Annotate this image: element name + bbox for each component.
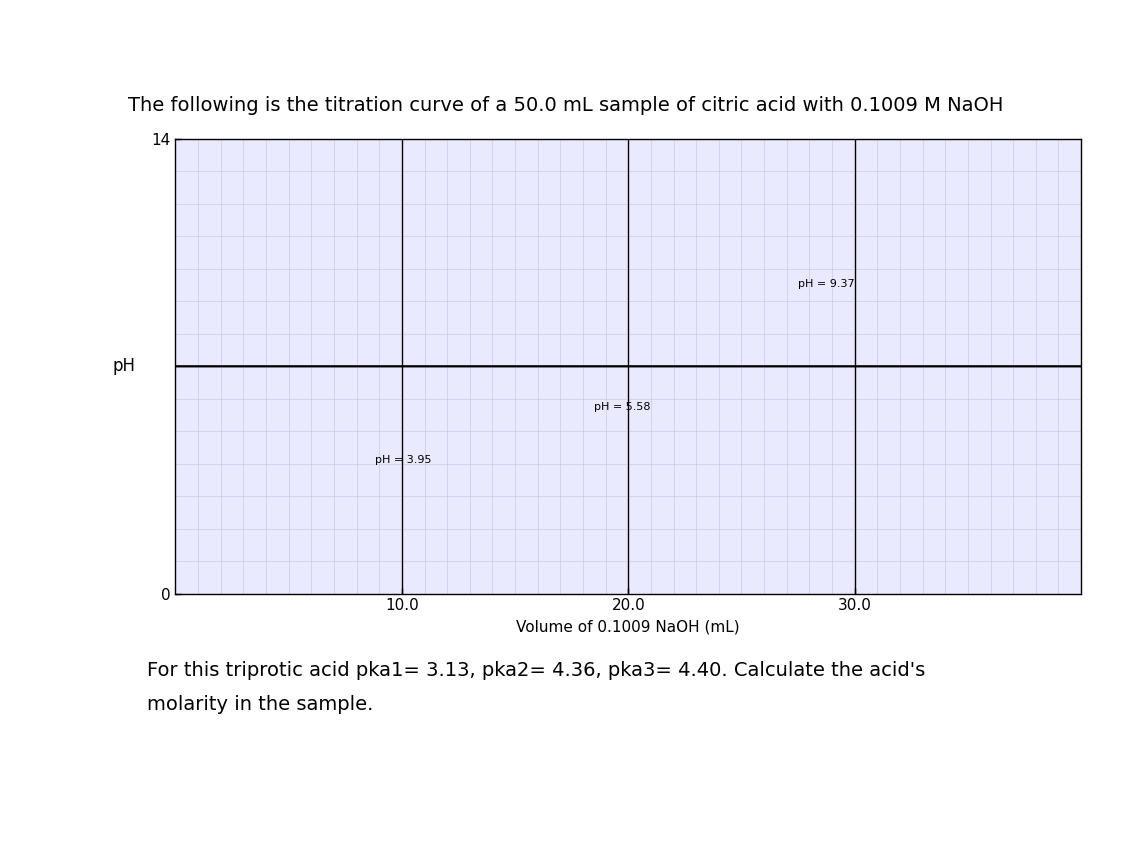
Text: The following is the titration curve of a 50.0 mL sample of citric acid with 0.1: The following is the titration curve of … <box>128 96 1004 115</box>
Y-axis label: pH: pH <box>112 357 135 376</box>
Text: pH = 3.95: pH = 3.95 <box>375 456 431 466</box>
X-axis label: Volume of 0.1009 NaOH (mL): Volume of 0.1009 NaOH (mL) <box>516 619 740 634</box>
Text: For this triprotic acid pka1= 3.13, pka2= 4.36, pka3= 4.40. Calculate the acid's: For this triprotic acid pka1= 3.13, pka2… <box>147 661 926 680</box>
Text: molarity in the sample.: molarity in the sample. <box>147 695 374 714</box>
Text: pH = 9.37: pH = 9.37 <box>798 280 855 290</box>
Text: pH = 5.58: pH = 5.58 <box>594 402 651 413</box>
